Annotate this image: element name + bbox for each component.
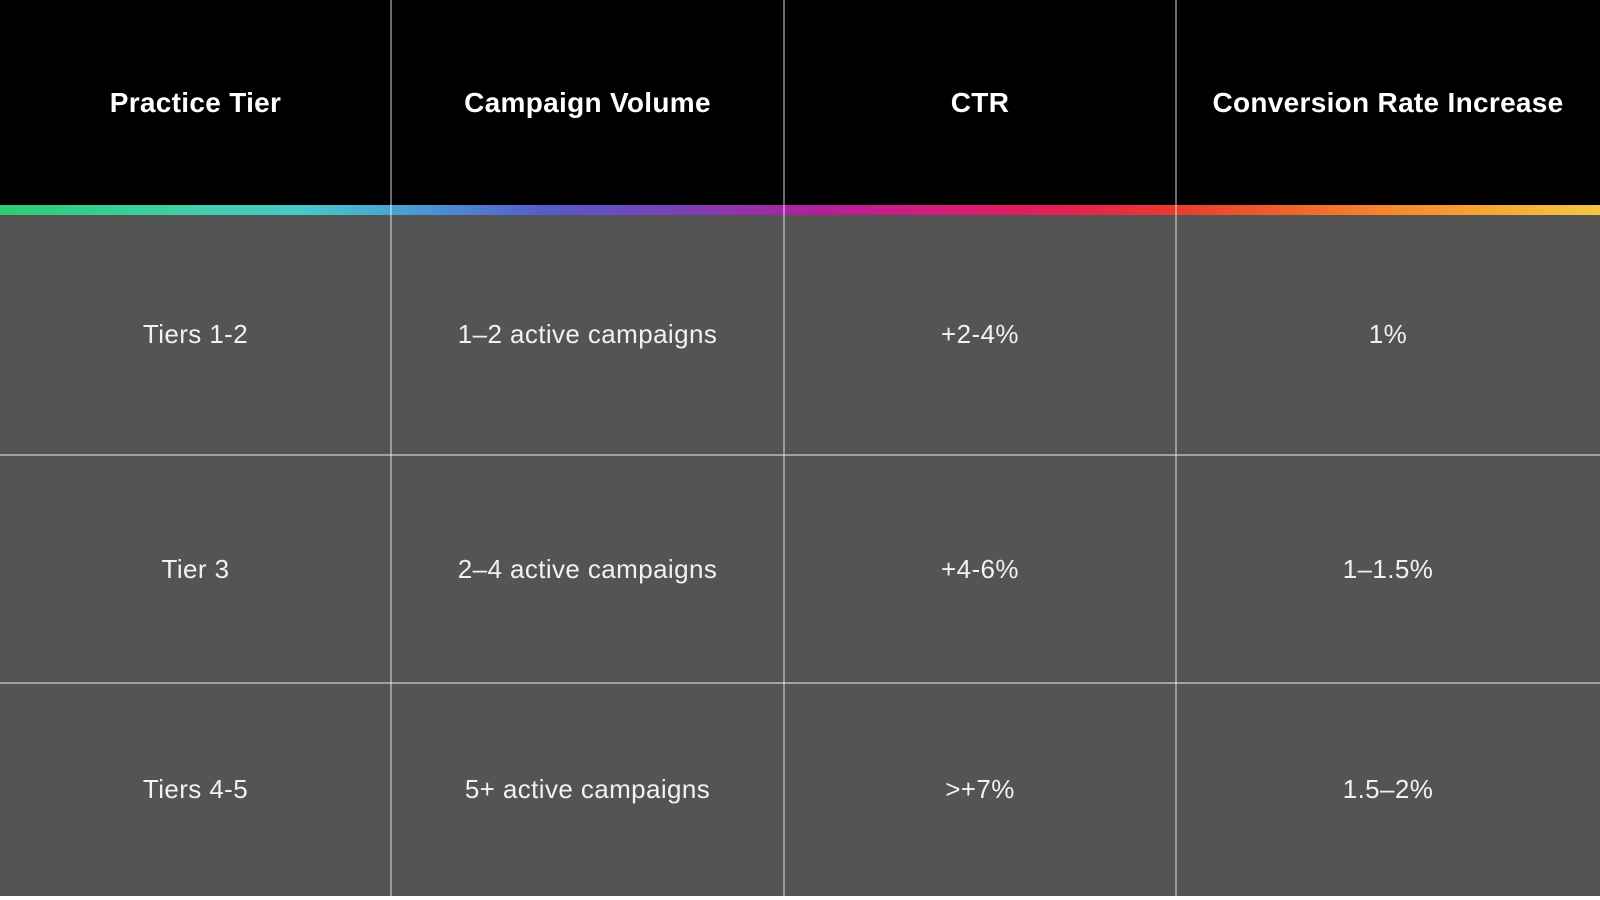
column-header-campaign-volume: Campaign Volume xyxy=(464,86,711,118)
table-row: Tier 3 2–4 active campaigns +4-6% 1–1.5% xyxy=(0,456,1600,684)
rainbow-gradient-divider xyxy=(0,205,1600,215)
column-header-conversion-rate-increase: Conversion Rate Increase xyxy=(1212,86,1564,118)
table-cell-conversion-rate-increase: 1.5–2% xyxy=(1342,774,1434,804)
column-header-practice-tier: Practice Tier xyxy=(109,86,282,118)
table-cell-practice-tier: Tiers 1-2 xyxy=(142,319,249,349)
table-cell-conversion-rate-increase: 1% xyxy=(1368,319,1408,349)
table-cell-ctr: +4-6% xyxy=(941,553,1019,584)
column-header-ctr: CTR xyxy=(950,86,1010,118)
table-row: Tiers 1-2 1–2 active campaigns +2-4% 1% xyxy=(0,215,1600,456)
table-cell-conversion-rate-increase: 1–1.5% xyxy=(1342,553,1434,584)
table-cell-ctr: +2-4% xyxy=(941,319,1019,349)
table-cell-practice-tier: Tier 3 xyxy=(161,553,230,584)
table-cell-campaign-volume: 5+ active campaigns xyxy=(464,774,711,804)
table-cell-practice-tier: Tiers 4-5 xyxy=(142,774,249,804)
table-row: Tiers 4-5 5+ active campaigns >+7% 1.5–2… xyxy=(0,684,1600,895)
table-cell-ctr: >+7% xyxy=(945,774,1015,804)
table-cell-campaign-volume: 2–4 active campaigns xyxy=(457,553,718,584)
table-header-row: Practice Tier Campaign Volume CTR Conver… xyxy=(0,0,1600,205)
table-cell-campaign-volume: 1–2 active campaigns xyxy=(457,319,718,349)
